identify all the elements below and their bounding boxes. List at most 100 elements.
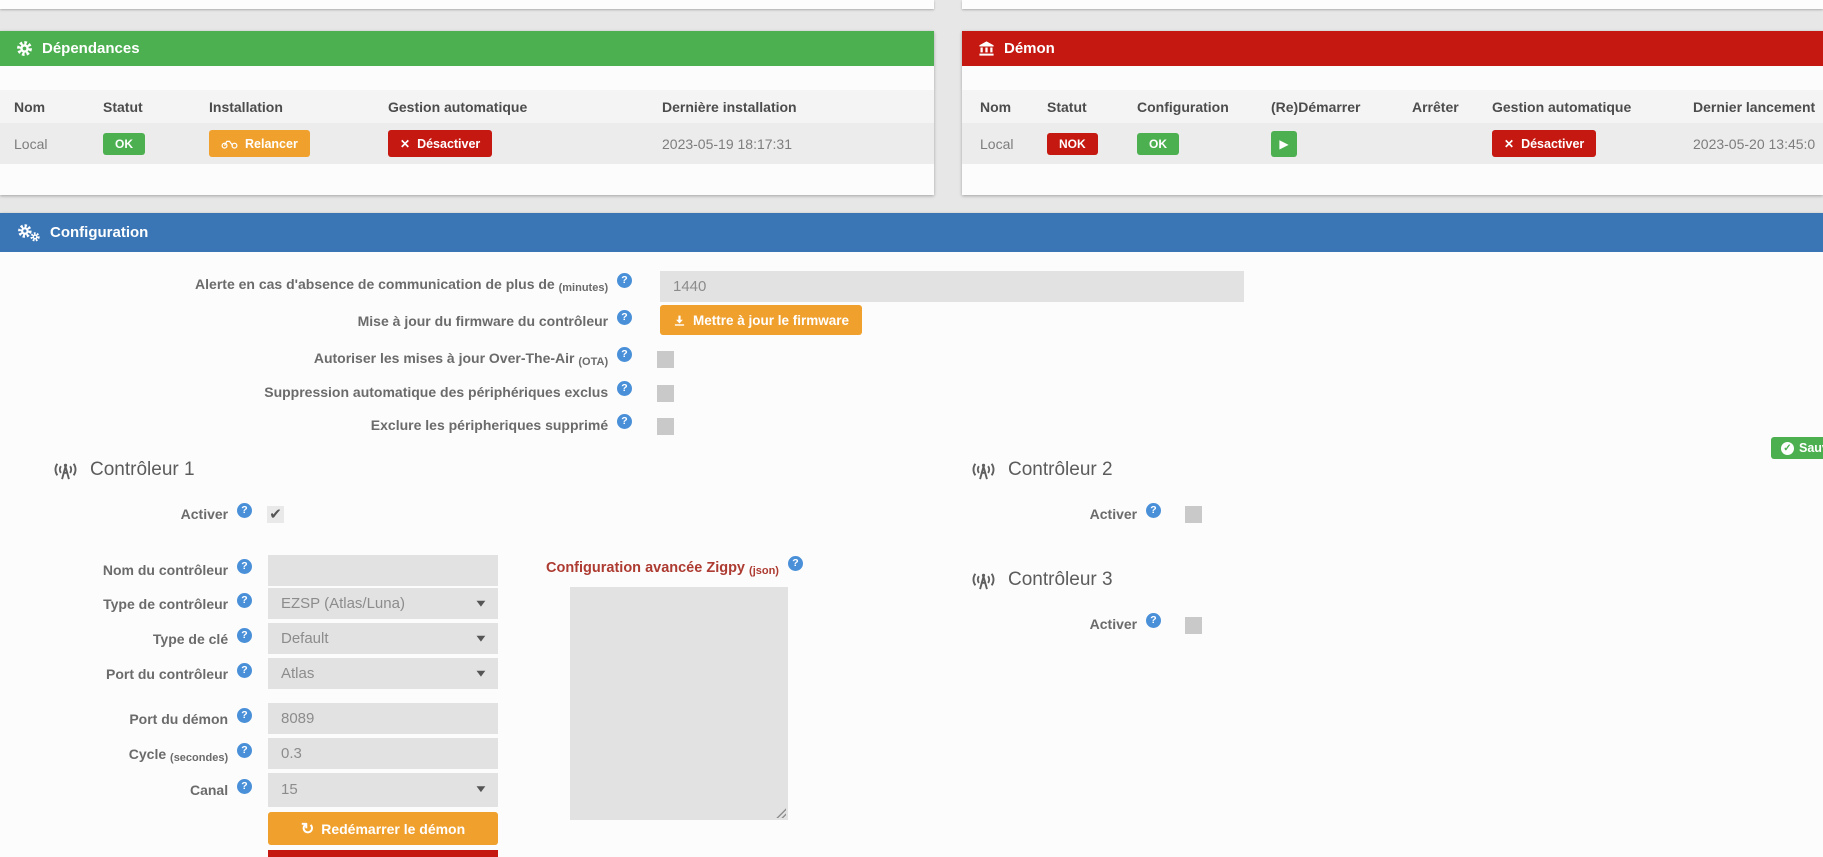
help-icon[interactable] [617, 414, 632, 429]
col-gestion-automatique: Gestion automatique [388, 98, 528, 115]
auto-remove-excluded-label: Suppression automatique des périphérique… [0, 379, 632, 405]
dependency-status-badge: OK [103, 132, 145, 155]
daemon-row-local: Local NOK OK Désactiver 2023-05-20 13:45… [962, 123, 1823, 164]
controller1-cycle-label: Cycle (secondes) [0, 741, 252, 767]
help-icon[interactable] [617, 381, 632, 396]
controller1-type-select[interactable]: EZSP (Atlas/Luna) [268, 588, 498, 619]
controller1-name-input[interactable] [268, 555, 498, 586]
last-launch-date: 2023-05-20 13:45:0 [1693, 135, 1816, 152]
help-icon[interactable] [617, 310, 632, 325]
col-installation: Installation [209, 98, 283, 115]
daemon-name: Local [980, 135, 1014, 152]
antenna-icon [972, 572, 995, 589]
help-icon[interactable] [237, 743, 252, 758]
controller1-cycle-input[interactable] [268, 738, 498, 769]
zigpy-config-textarea-wrap [570, 587, 788, 820]
daemon-panel: Démon Nom Statut Configuration (Re)Démar… [962, 31, 1823, 195]
controller2-enable-checkbox[interactable] [1185, 506, 1202, 523]
disable-auto-dependency-button[interactable]: Désactiver [388, 130, 493, 157]
controller1-enable-label: Activer [0, 501, 252, 527]
resize-handle[interactable] [775, 807, 786, 818]
col-statut: Statut [1047, 98, 1087, 115]
relaunch-dependencies-button[interactable]: Relancer [209, 130, 310, 157]
col-arreter: Arrêter [1412, 98, 1459, 115]
controller2-enable-label: Activer [909, 501, 1161, 527]
save-button[interactable]: Sauv [1771, 437, 1823, 459]
controller2-section-title: Contrôleur 2 [970, 455, 1113, 485]
exclude-removed-label: Exclure les péripheriques supprimé [0, 412, 632, 438]
help-icon[interactable] [617, 347, 632, 362]
daemon-status-badge: NOK [1047, 132, 1098, 155]
dependencies-row-local: Local OK Relancer Désactiver 2023-05-19 … [0, 123, 934, 164]
start-daemon-button[interactable] [1271, 130, 1297, 157]
auto-remove-excluded-checkbox[interactable] [657, 385, 674, 402]
antenna-icon [54, 462, 77, 479]
controller1-channel-label: Canal [0, 777, 252, 803]
dependencies-header: Dépendances [0, 31, 934, 66]
restart-daemon-button[interactable]: Redémarrer le démon [268, 812, 498, 845]
col-derniere-installation: Dernière installation [662, 98, 797, 115]
controller1-port-label: Port du contrôleur [0, 661, 252, 687]
controller1-type-label: Type de contrôleur [0, 591, 252, 617]
help-icon[interactable] [1146, 613, 1161, 628]
col-nom: Nom [14, 98, 46, 115]
controller1-key-type-select[interactable]: Default [268, 623, 498, 654]
alert-delay-input[interactable] [660, 271, 1244, 302]
update-firmware-button[interactable]: Mettre à jour le firmware [660, 305, 863, 335]
controller3-section-title: Contrôleur 3 [970, 565, 1113, 595]
zigpy-advanced-label: Configuration avancée Zigpy (json) [546, 555, 804, 581]
help-icon[interactable] [237, 708, 252, 723]
dependencies-panel: Dépendances Nom Statut Installation Gest… [0, 31, 934, 195]
dependencies-table-header: Nom Statut Installation Gestion automati… [0, 90, 934, 123]
configuration-header: Configuration [0, 213, 1823, 252]
col-statut: Statut [103, 98, 143, 115]
exclude-removed-checkbox[interactable] [657, 418, 674, 435]
help-icon[interactable] [237, 593, 252, 608]
ota-checkbox[interactable] [657, 351, 674, 368]
help-icon[interactable] [237, 628, 252, 643]
previous-panel-edge-right [962, 0, 1823, 9]
help-icon[interactable] [788, 556, 804, 571]
antenna-icon [972, 462, 995, 479]
help-icon[interactable] [237, 503, 252, 518]
motorcycle-icon [221, 140, 238, 149]
daemon-header: Démon [962, 31, 1823, 66]
dependency-name: Local [14, 135, 48, 152]
controller3-enable-checkbox[interactable] [1185, 617, 1202, 634]
configuration-title: Configuration [50, 224, 149, 241]
disable-auto-daemon-button[interactable]: Désactiver [1492, 130, 1597, 157]
controller1-name-label: Nom du contrôleur [0, 557, 252, 583]
col-nom: Nom [980, 98, 1012, 115]
controller1-daemon-port-input[interactable] [268, 703, 498, 734]
controller1-key-type-label: Type de clé [0, 626, 252, 652]
daemon-table-header: Nom Statut Configuration (Re)Démarrer Ar… [962, 90, 1823, 123]
controller1-section-title: Contrôleur 1 [52, 455, 195, 485]
daemon-config-badge: OK [1137, 132, 1179, 155]
configuration-panel: Configuration Sauv Alerte en cas d'absen… [0, 213, 1823, 857]
controller3-enable-label: Activer [909, 611, 1161, 637]
help-icon[interactable] [237, 663, 252, 678]
dependencies-title: Dépendances [42, 40, 140, 57]
zigpy-config-textarea[interactable] [570, 587, 788, 820]
download-icon [674, 315, 685, 326]
ota-label: Autoriser les mises à jour Over-The-Air … [0, 345, 632, 371]
firmware-update-label: Mise à jour du firmware du contrôleur [0, 308, 632, 334]
bank-icon [979, 41, 994, 56]
help-icon[interactable] [1146, 503, 1161, 518]
controller1-channel-select[interactable]: 15 [268, 773, 498, 807]
controller1-port-select[interactable]: Atlas [268, 658, 498, 689]
controller1-enable-checkbox[interactable] [267, 506, 284, 523]
help-icon[interactable] [237, 779, 252, 794]
controller1-danger-button[interactable] [268, 850, 498, 857]
alert-delay-label: Alerte en cas d'absence de communication… [0, 271, 632, 297]
last-installation-date: 2023-05-19 18:17:31 [662, 135, 792, 152]
controller1-daemon-port-label: Port du démon [0, 706, 252, 732]
previous-panel-edge-left [0, 0, 934, 9]
help-icon[interactable] [237, 559, 252, 574]
col-gestion-automatique: Gestion automatique [1492, 98, 1632, 115]
daemon-title: Démon [1004, 40, 1055, 57]
col-configuration: Configuration [1137, 98, 1229, 115]
check-circle-icon [1781, 441, 1794, 455]
help-icon[interactable] [617, 273, 632, 288]
